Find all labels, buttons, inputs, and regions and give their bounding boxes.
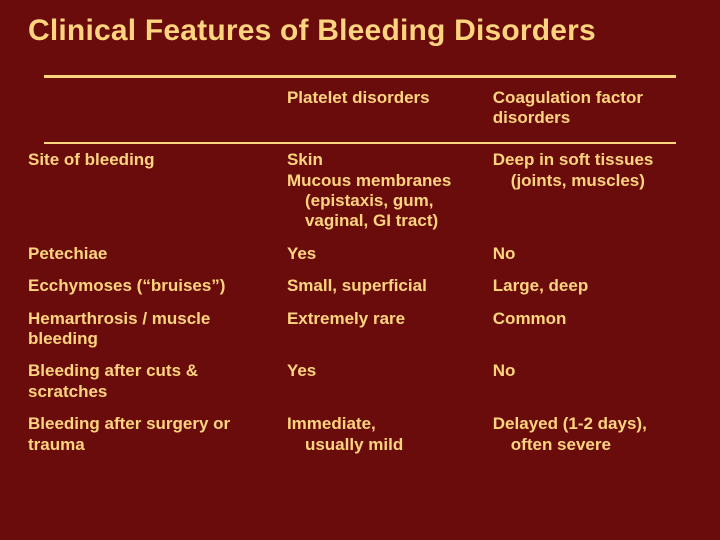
slide: Clinical Features of Bleeding Disorders …	[0, 0, 720, 540]
coag-cell: Deep in soft tissues(joints, muscles)	[493, 144, 692, 238]
feature-cell: Ecchymoses (“bruises”)	[28, 270, 287, 302]
header-coag: Coagulation factor disorders	[493, 78, 692, 137]
table-row: Site of bleedingSkinMucous membranes(epi…	[28, 144, 692, 238]
header-platelet: Platelet disorders	[287, 78, 493, 137]
feature-cell: Bleeding after cuts & scratches	[28, 355, 287, 408]
coag-cell: Common	[493, 303, 692, 356]
platelet-cell: Extremely rare	[287, 303, 493, 356]
platelet-cell: Yes	[287, 355, 493, 408]
table-row: Bleeding after cuts & scratchesYesNo	[28, 355, 692, 408]
coag-cell: No	[493, 238, 692, 270]
coag-cell: Large, deep	[493, 270, 692, 302]
coag-cell: No	[493, 355, 692, 408]
feature-cell: Site of bleeding	[28, 144, 287, 238]
header-table: Platelet disorders Coagulation factor di…	[28, 78, 692, 137]
feature-cell: Bleeding after surgery or trauma	[28, 408, 287, 461]
table-row: Ecchymoses (“bruises”)Small, superficial…	[28, 270, 692, 302]
header-empty	[28, 78, 287, 137]
platelet-cell: Small, superficial	[287, 270, 493, 302]
table-row: Bleeding after surgery or traumaImmediat…	[28, 408, 692, 461]
body-table: Site of bleedingSkinMucous membranes(epi…	[28, 144, 692, 461]
coag-cell: Delayed (1-2 days),often severe	[493, 408, 692, 461]
platelet-cell: SkinMucous membranes(epistaxis, gum,vagi…	[287, 144, 493, 238]
table-header-row: Platelet disorders Coagulation factor di…	[28, 78, 692, 137]
slide-title: Clinical Features of Bleeding Disorders	[28, 14, 692, 49]
table-row: PetechiaeYesNo	[28, 238, 692, 270]
table-row: Hemarthrosis / muscle bleedingExtremely …	[28, 303, 692, 356]
feature-cell: Hemarthrosis / muscle bleeding	[28, 303, 287, 356]
feature-cell: Petechiae	[28, 238, 287, 270]
platelet-cell: Yes	[287, 238, 493, 270]
platelet-cell: Immediate,usually mild	[287, 408, 493, 461]
